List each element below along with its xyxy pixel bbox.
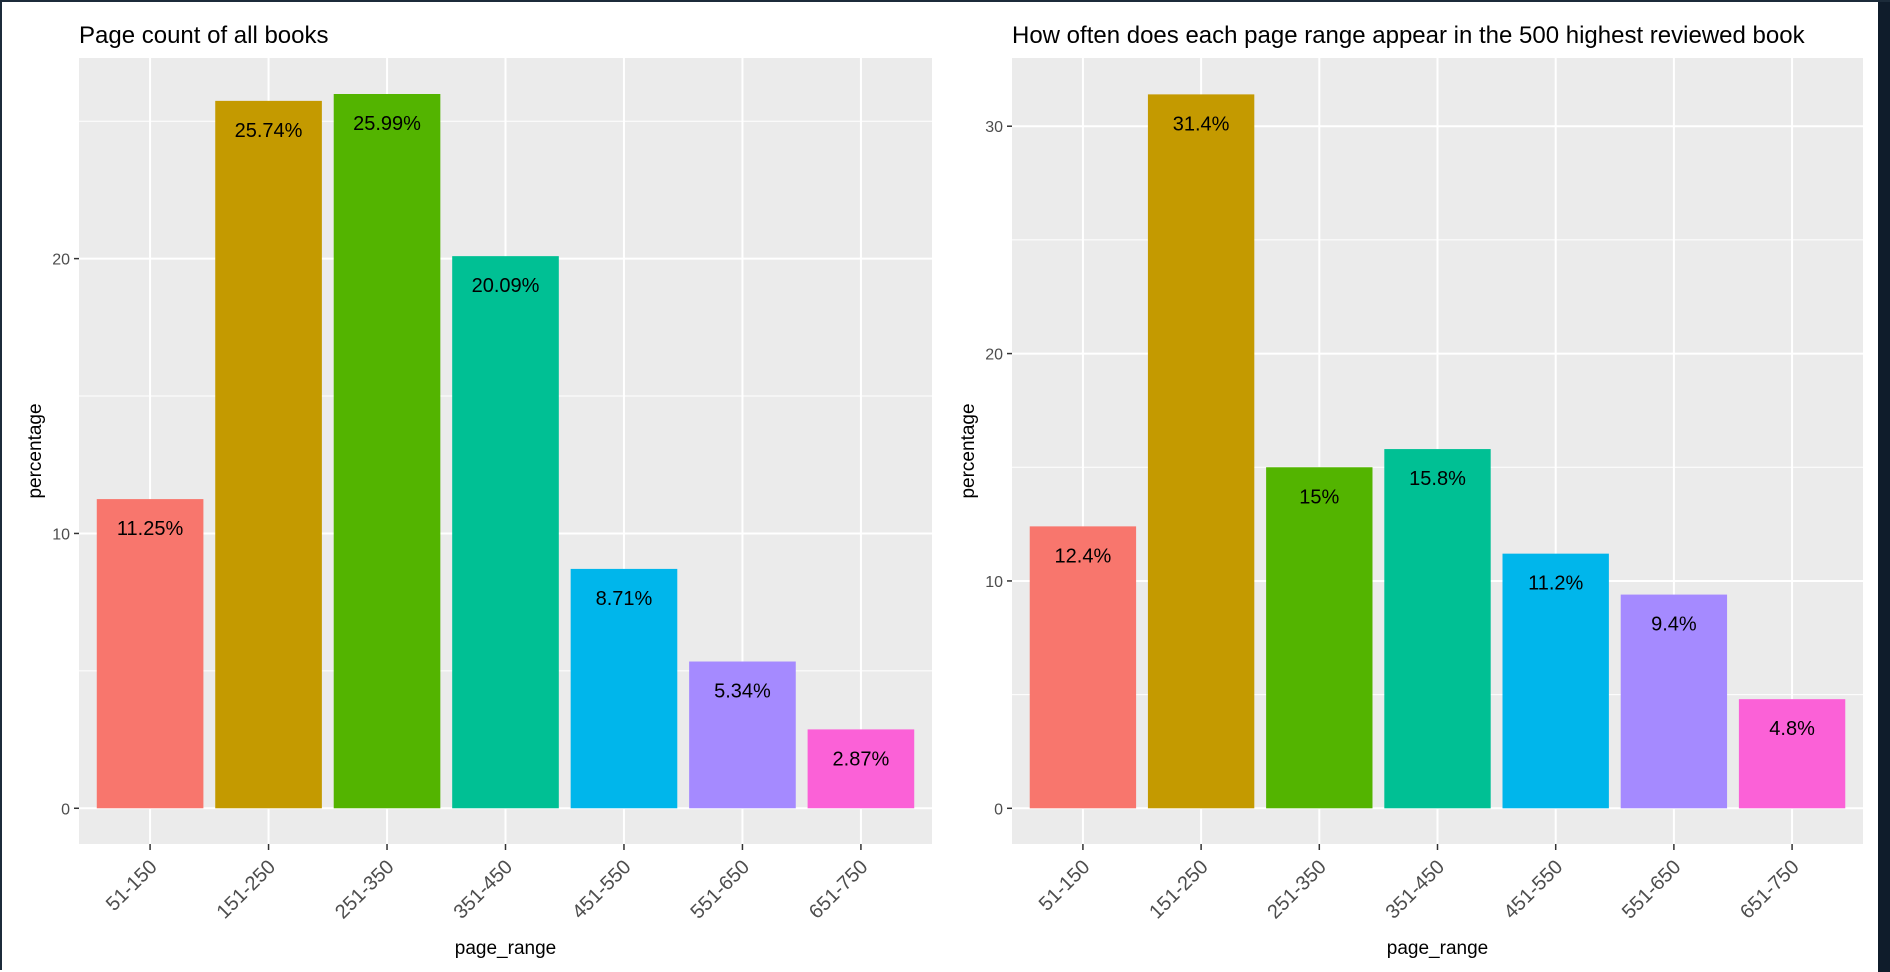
bar-651-750 — [1738, 699, 1846, 809]
x-tick-label: 551-650 — [687, 856, 754, 923]
bar-51-150 — [96, 499, 204, 809]
data-label: 25.74% — [235, 120, 303, 142]
bar-351-450 — [452, 256, 559, 809]
data-label: 25.99% — [353, 113, 421, 135]
data-label: 11.2% — [1528, 573, 1583, 595]
data-label: 12.4% — [1055, 545, 1112, 567]
x-tick-label: 351-450 — [450, 856, 517, 923]
data-label: 20.09% — [472, 275, 540, 297]
bar-451-550 — [1502, 553, 1609, 809]
data-label: 9.4% — [1651, 614, 1697, 636]
y-tick-label: 0 — [61, 801, 70, 818]
y-tick-label: 30 — [985, 119, 1003, 136]
bar-251-350 — [1266, 467, 1373, 809]
data-label: 8.71% — [596, 588, 653, 610]
x-tick-label: 151-250 — [213, 856, 280, 923]
data-label: 15.8% — [1409, 468, 1466, 490]
x-tick-label: 451-550 — [1500, 856, 1567, 923]
bar-551-650 — [689, 661, 796, 809]
bar-151-250 — [1147, 94, 1255, 809]
chart-title: How often does each page range appear in… — [1012, 22, 1806, 49]
x-tick-label: 251-350 — [1263, 856, 1330, 923]
data-label: 31.4% — [1173, 113, 1230, 135]
x-tick-label: 551-650 — [1618, 856, 1685, 923]
x-axis-title: page_range — [1387, 938, 1488, 959]
y-axis-title: percentage — [25, 403, 46, 498]
y-axis-title: percentage — [958, 403, 979, 498]
y-tick-label: 10 — [985, 574, 1003, 591]
x-tick-label: 351-450 — [1382, 856, 1449, 923]
x-tick-label: 151-250 — [1145, 856, 1212, 923]
data-label: 2.87% — [833, 748, 890, 770]
x-tick-label: 51-150 — [102, 856, 162, 916]
bar-351-450 — [1384, 449, 1491, 809]
x-axis-title: page_range — [455, 938, 556, 959]
bar-chart-top-500-books: How often does each page range appear in… — [958, 22, 1863, 959]
bar-651-750 — [807, 729, 915, 809]
bar-451-550 — [570, 568, 678, 809]
data-label: 5.34% — [714, 681, 771, 703]
bar-chart-all-books: Page count of all books 0 10 20 11.25% 25.74%… — [25, 22, 932, 959]
y-tick-label: 0 — [994, 801, 1003, 818]
x-tick-label: 251-350 — [331, 856, 398, 923]
y-tick-label: 20 — [985, 347, 1003, 364]
window-edge — [1878, 2, 1890, 972]
x-tick-label: 451-550 — [568, 856, 635, 923]
bar-251-350 — [333, 94, 441, 809]
data-label: 15% — [1299, 486, 1339, 508]
x-tick-label: 51-150 — [1035, 856, 1095, 916]
bar-151-250 — [215, 100, 322, 809]
data-label: 4.8% — [1769, 718, 1815, 740]
y-tick-label: 20 — [52, 252, 70, 269]
chart-title: Page count of all books — [79, 22, 329, 49]
x-tick-label: 651-750 — [1736, 856, 1803, 923]
bar-551-650 — [1620, 594, 1728, 809]
bar-51-150 — [1029, 526, 1137, 809]
x-tick-label: 651-750 — [805, 856, 872, 923]
y-tick-label: 10 — [52, 526, 70, 543]
data-label: 11.25% — [117, 518, 184, 540]
